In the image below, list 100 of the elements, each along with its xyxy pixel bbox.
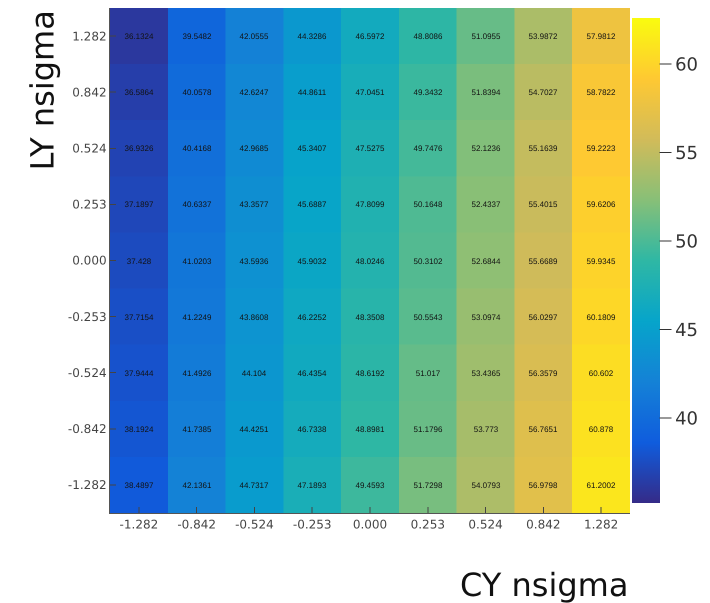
data-label: 45.6887 (298, 200, 328, 209)
data-label: 59.9345 (586, 256, 616, 266)
x-tick-label: -1.282 (120, 517, 158, 532)
x-tick-label: 0.524 (468, 517, 503, 532)
data-label: 59.6206 (586, 200, 616, 209)
data-label: 40.0578 (182, 88, 212, 97)
data-label: 52.1236 (472, 144, 502, 153)
data-label: 60.602 (588, 368, 614, 378)
data-label: 37.1897 (124, 200, 154, 209)
data-label: 48.8086 (414, 32, 444, 41)
data-label: 36.1324 (124, 32, 154, 41)
data-label: 52.6844 (472, 256, 502, 266)
data-label: 48.3508 (356, 312, 386, 322)
data-label: 56.9798 (528, 480, 558, 490)
x-tick-label: -0.253 (292, 517, 332, 532)
data-label: 51.8394 (472, 88, 502, 97)
data-label: 46.5972 (356, 32, 386, 41)
color-bar-label: 40 (675, 408, 698, 430)
data-label: 54.7027 (528, 88, 558, 97)
data-label: 50.1648 (414, 200, 444, 209)
y-tick-label: 1.282 (72, 29, 107, 44)
data-label: 47.1893 (298, 480, 328, 490)
data-label: 42.6247 (240, 88, 270, 97)
data-label: 37.7154 (124, 312, 154, 322)
x-tick-label: -0.524 (235, 517, 274, 532)
data-label: 46.7338 (298, 424, 328, 434)
data-label: 37.9444 (124, 368, 154, 378)
x-tick-label: 1.282 (584, 517, 618, 532)
data-label: 42.0555 (240, 32, 270, 41)
data-label: 55.4015 (528, 200, 558, 209)
data-label: 53.4365 (472, 368, 502, 378)
data-label: 46.2252 (298, 312, 328, 322)
data-label: 38.4897 (124, 480, 154, 490)
data-label: 53.773 (474, 424, 499, 434)
y-tick-label: 0.253 (72, 198, 107, 212)
data-label: 51.017 (416, 368, 441, 378)
data-label: 41.2249 (182, 312, 212, 322)
data-label: 41.0203 (182, 256, 212, 266)
data-label: 48.0246 (356, 256, 386, 266)
y-axis-title: LY nsigma (23, 10, 62, 170)
data-label: 61.2002 (586, 480, 616, 490)
data-label: 49.3432 (414, 88, 444, 97)
data-label: 43.8608 (240, 312, 270, 322)
data-label: 37.428 (126, 256, 152, 266)
data-label: 57.9812 (586, 32, 616, 41)
data-label: 58.7822 (586, 88, 616, 97)
data-label: 43.5936 (240, 256, 270, 266)
data-label: 60.878 (588, 424, 614, 434)
data-label: 47.8099 (356, 200, 386, 209)
data-label: 56.7651 (528, 424, 558, 434)
y-tick-label: 0.000 (72, 254, 107, 268)
data-label: 60.1809 (586, 312, 616, 322)
data-label: 44.8611 (298, 88, 327, 97)
data-label: 55.6689 (528, 256, 558, 266)
data-label: 39.5482 (182, 32, 212, 41)
data-label: 40.4168 (182, 144, 212, 153)
data-label: 51.0955 (472, 32, 502, 41)
data-label: 52.4337 (472, 200, 502, 209)
x-tick-label: 0.000 (352, 517, 388, 532)
x-tick-label: 0.842 (526, 517, 561, 532)
data-label: 36.5864 (124, 88, 154, 97)
y-tick-label: -1.282 (68, 478, 107, 492)
data-label: 51.7298 (414, 480, 444, 490)
color-bar-label: 60 (675, 54, 698, 76)
x-tick-label: -0.842 (177, 517, 216, 532)
data-label: 43.3577 (240, 200, 270, 209)
data-label: 59.2223 (586, 144, 616, 153)
data-label: 51.1796 (414, 424, 444, 434)
data-label: 56.0297 (528, 312, 558, 322)
data-label: 47.0451 (356, 88, 386, 97)
data-label: 45.3407 (298, 144, 328, 153)
data-label: 38.1924 (124, 424, 154, 434)
data-label: 41.7385 (182, 424, 212, 434)
data-label: 44.7317 (240, 480, 270, 490)
data-label: 44.104 (242, 368, 267, 378)
data-label: 40.6337 (182, 200, 212, 209)
color-bar-label: 55 (675, 142, 698, 164)
data-label: 42.9685 (240, 144, 270, 153)
data-label: 56.3579 (528, 368, 558, 378)
data-label: 42.1361 (182, 480, 212, 490)
color-bar-label: 50 (675, 231, 698, 252)
x-tick-label: 0.253 (410, 517, 445, 532)
y-tick-label: -0.524 (68, 366, 107, 380)
data-label: 54.0793 (472, 480, 502, 490)
color-bar-label: 45 (675, 320, 698, 341)
x-axis-title: CY nsigma (460, 566, 628, 603)
data-label: 55.1639 (528, 144, 558, 153)
data-label: 36.9326 (124, 144, 154, 153)
y-tick-label: 0.842 (72, 85, 107, 100)
data-label: 48.6192 (356, 368, 386, 378)
data-label: 44.4251 (240, 424, 270, 434)
data-label: 50.3102 (414, 256, 444, 266)
data-label: 53.0974 (472, 312, 502, 322)
data-label: 49.7476 (414, 144, 444, 153)
y-tick-label: 0.524 (72, 141, 107, 156)
data-label: 45.9032 (298, 256, 328, 266)
data-label: 46.4354 (298, 368, 328, 378)
data-label: 44.3286 (298, 32, 328, 41)
y-tick-label: -0.842 (68, 422, 107, 436)
data-label: 53.9872 (528, 32, 558, 41)
